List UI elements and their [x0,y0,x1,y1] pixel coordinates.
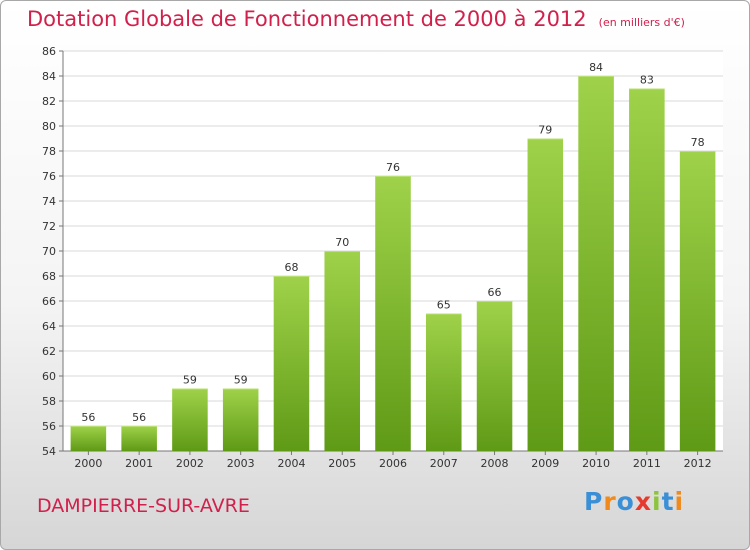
bar-2007 [426,313,462,451]
bar-2012 [679,151,716,451]
bar-2003 [222,388,259,451]
y-tick-label: 66 [42,295,56,308]
data-label: 56 [132,411,146,424]
y-tick-label: 80 [42,120,56,133]
x-tick-label: 2011 [633,457,661,470]
data-label: 66 [488,286,502,299]
y-tick-label: 86 [42,45,56,58]
x-tick-label: 2007 [430,457,458,470]
x-tick-label: 2003 [227,457,255,470]
bar-2011 [629,88,665,451]
data-label: 70 [335,236,349,249]
y-tick-label: 56 [42,420,56,433]
y-tick-label: 78 [42,145,56,158]
bar-2001 [121,426,157,451]
bar-2000 [70,426,107,451]
data-label: 79 [538,124,552,137]
logo-letter: t [661,487,675,516]
x-tick-label: 2005 [328,457,356,470]
data-label: 59 [183,374,197,387]
x-tick-label: 2004 [277,457,305,470]
x-tick-label: 2006 [379,457,407,470]
y-tick-label: 82 [42,95,56,108]
data-label: 78 [691,136,705,149]
data-label: 68 [284,261,298,274]
bar-2008 [476,301,513,451]
logo-letter: i [674,487,685,516]
y-tick-label: 72 [42,220,56,233]
chart-title-text: Dotation Globale de Fonctionnement de 20… [27,7,587,31]
x-tick-label: 2010 [582,457,610,470]
x-tick-label: 2009 [531,457,559,470]
x-tick-label: 2001 [125,457,153,470]
x-tick-label: 2002 [176,457,204,470]
bar-2004 [273,276,310,451]
x-tick-label: 2012 [684,457,712,470]
logo-letter: P [584,487,604,516]
commune-name: DAMPIERRE-SUR-AVRE [37,495,250,517]
y-tick-label: 70 [42,245,56,258]
data-label: 65 [437,299,451,312]
logo-letter: i [652,487,662,516]
bar-2005 [324,251,360,451]
bar-2009 [527,138,564,451]
y-tick-label: 74 [42,195,56,208]
y-tick-label: 60 [42,370,56,383]
bar-2002 [172,388,208,451]
bar-2010 [578,76,614,451]
x-tick-label: 2000 [74,457,102,470]
x-tick-label: 2008 [481,457,509,470]
proxiti-logo: Proxiti [584,487,684,516]
logo-letter: o [616,487,635,516]
data-label: 56 [81,411,95,424]
data-label: 59 [234,374,248,387]
data-label: 83 [640,74,654,87]
logo-letter: x [634,487,652,516]
bar-2006 [375,176,411,451]
y-tick-label: 54 [42,445,56,458]
data-label: 76 [386,161,400,174]
y-tick-label: 68 [42,270,56,283]
chart-title: Dotation Globale de Fonctionnement de 20… [27,7,685,31]
y-tick-label: 62 [42,345,56,358]
chart-subtitle: (en milliers d'€) [598,16,685,29]
logo-letter: r [603,487,617,516]
y-tick-label: 64 [42,320,56,333]
y-tick-label: 58 [42,395,56,408]
y-tick-label: 84 [42,70,56,83]
y-tick-label: 76 [42,170,56,183]
data-label: 84 [589,61,603,74]
